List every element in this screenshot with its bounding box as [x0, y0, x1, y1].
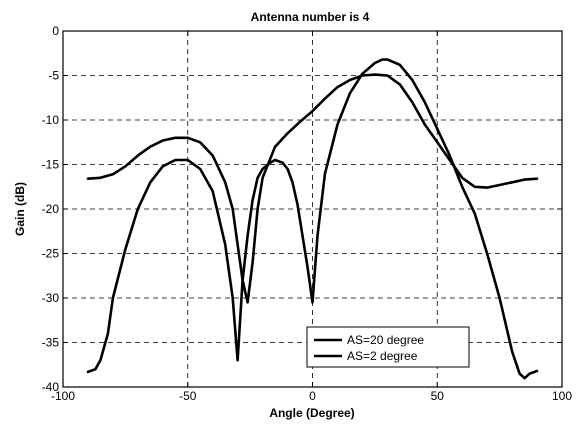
y-tick-label: -20	[42, 202, 60, 216]
x-tick-label: 50	[431, 389, 445, 403]
legend-label-as20: AS=20 degree	[347, 333, 424, 347]
series-lines	[86, 58, 539, 380]
series-line-as2	[86, 58, 539, 380]
x-tick-label: -50	[179, 389, 197, 403]
y-tick-label: -40	[42, 380, 60, 394]
y-tick-label: -5	[48, 69, 59, 83]
y-tick-label: -30	[42, 291, 60, 305]
chart-title: Antenna number is 4	[251, 10, 370, 24]
grid-lines	[63, 31, 562, 387]
x-axis-label: Angle (Degree)	[269, 406, 354, 420]
x-tick-label: 0	[309, 389, 316, 403]
y-tick-label: -25	[42, 247, 60, 261]
y-tick-label: -10	[42, 113, 60, 127]
y-tick-label: 0	[52, 24, 59, 38]
x-tick-label: -100	[51, 389, 75, 403]
y-axis-label: Gain (dB)	[13, 182, 27, 236]
y-tick-label: -15	[42, 158, 60, 172]
axis-ticks: -100 -50 0 50 100 0 -5 -10 -15 -20 -25 -30 -35 -40	[42, 24, 573, 403]
y-tick-label: -35	[42, 336, 60, 350]
legend: AS=20 degree AS=2 degree	[306, 326, 470, 368]
legend-label-as2: AS=2 degree	[347, 349, 418, 363]
legend-box	[306, 326, 470, 368]
x-tick-label: 100	[552, 389, 572, 403]
